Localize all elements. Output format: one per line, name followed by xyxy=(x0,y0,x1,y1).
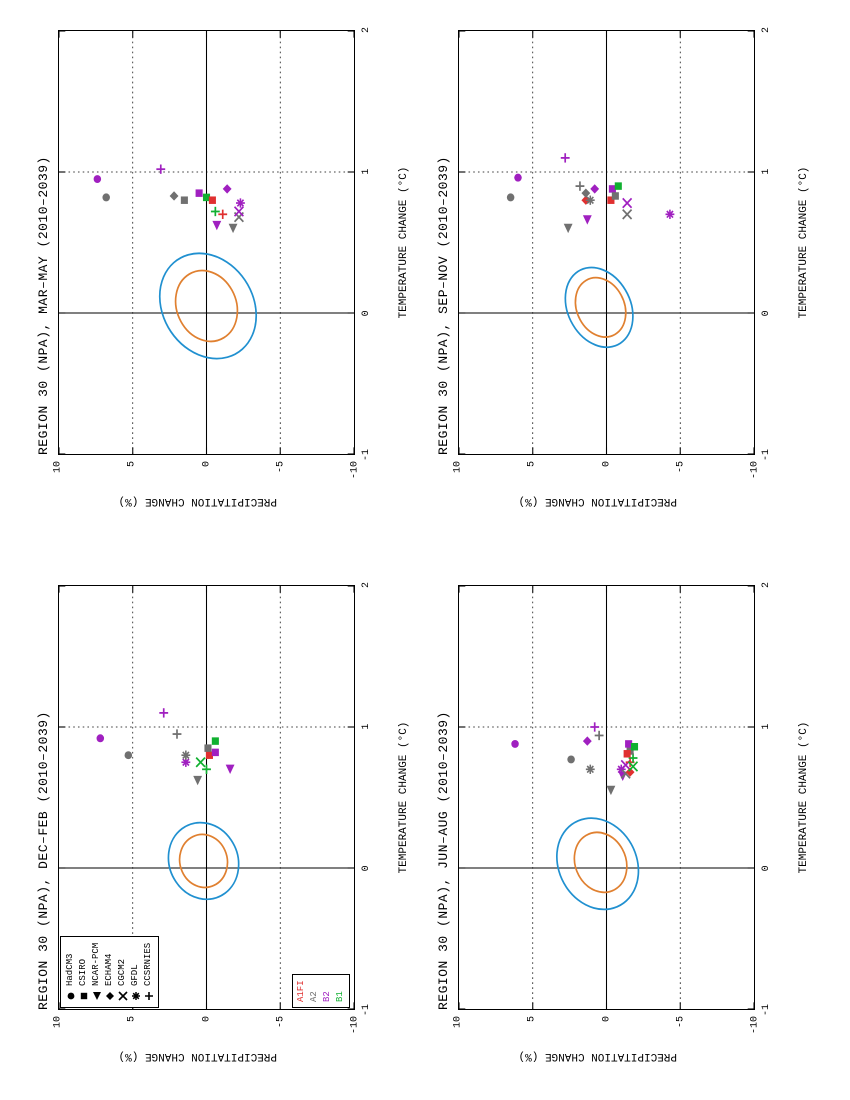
chart-grid: REGION 30 (NPA), DEC–FEB (2010–2039) PRE… xyxy=(0,0,850,1100)
xtick-label: 1 xyxy=(761,724,772,730)
ytick-label: -10 xyxy=(350,1016,361,1046)
rotated-container: REGION 30 (NPA), DEC–FEB (2010–2039) PRE… xyxy=(0,250,850,1100)
ytick-label: -5 xyxy=(675,461,686,491)
ytick-label: 0 xyxy=(601,461,612,491)
legend-row: B1 xyxy=(334,980,347,1002)
xtick-label: 1 xyxy=(361,724,372,730)
scatter-panel: REGION 30 (NPA), DEC–FEB (2010–2039) PRE… xyxy=(40,575,410,1080)
legend-row: NCAR-PCM xyxy=(90,943,103,1003)
legend-label: B1 xyxy=(334,991,347,1002)
x-axis-label: TEMPERATURE CHANGE (°C) xyxy=(398,20,410,525)
xtick-label: -1 xyxy=(761,1004,772,1016)
legend-label: CSIRO xyxy=(77,959,90,986)
ytick-label: 5 xyxy=(127,461,138,491)
legend-row: HadCM3 xyxy=(64,943,77,1003)
x-axis-label: TEMPERATURE CHANGE (°C) xyxy=(398,575,410,1080)
legend-scenarios: A1FIA2B2B1 xyxy=(292,974,350,1008)
xtick-label: 0 xyxy=(761,310,772,316)
xtick-label: 2 xyxy=(761,582,772,588)
ytick-label: 0 xyxy=(201,461,212,491)
legend-label: ECHAM4 xyxy=(103,954,116,986)
legend-label: CGCM2 xyxy=(116,959,129,986)
ytick-label: 5 xyxy=(527,1016,538,1046)
legend-label: NCAR-PCM xyxy=(90,943,103,986)
legend-row: ECHAM4 xyxy=(103,943,116,1003)
plot-area xyxy=(58,30,355,455)
ytick-label: -5 xyxy=(675,1016,686,1046)
legend-row: CGCM2 xyxy=(116,943,129,1003)
ytick-label: -10 xyxy=(350,461,361,491)
panel-title: REGION 30 (NPA), JUN–AUG (2010–2039) xyxy=(436,711,451,1010)
plot-area xyxy=(458,30,755,455)
ytick-label: 10 xyxy=(453,461,464,491)
scatter-panel: REGION 30 (NPA), SEP–NOV (2010–2039) PRE… xyxy=(440,20,810,525)
panel-title: REGION 30 (NPA), SEP–NOV (2010–2039) xyxy=(436,156,451,455)
panel-title: REGION 30 (NPA), MAR–MAY (2010–2039) xyxy=(36,156,51,455)
x-axis-label: TEMPERATURE CHANGE (°C) xyxy=(798,575,810,1080)
legend-label: HadCM3 xyxy=(64,954,77,986)
y-axis-label: PRECIPITATION CHANGE (%) xyxy=(40,1050,355,1062)
xtick-label: 1 xyxy=(761,169,772,175)
ytick-label: -10 xyxy=(750,461,761,491)
xtick-label: 0 xyxy=(361,865,372,871)
legend-label: GFDL xyxy=(129,964,142,986)
x-axis-label: TEMPERATURE CHANGE (°C) xyxy=(798,20,810,525)
legend-models: HadCM3CSIRONCAR-PCMECHAM4CGCM2GFDLCCSRNI… xyxy=(60,936,159,1008)
ytick-label: -5 xyxy=(275,1016,286,1046)
ytick-label: -10 xyxy=(750,1016,761,1046)
ytick-label: 10 xyxy=(53,1016,64,1046)
legend-row: CSIRO xyxy=(77,943,90,1003)
ytick-label: 0 xyxy=(601,1016,612,1046)
xtick-label: -1 xyxy=(361,1004,372,1016)
ytick-label: 0 xyxy=(201,1016,212,1046)
legend-label: CCSRNIES xyxy=(142,943,155,986)
y-axis-label: PRECIPITATION CHANGE (%) xyxy=(440,495,755,507)
legend-row: GFDL xyxy=(129,943,142,1003)
ytick-label: 5 xyxy=(127,1016,138,1046)
xtick-label: -1 xyxy=(361,449,372,461)
legend-row: B2 xyxy=(321,980,334,1002)
xtick-label: 0 xyxy=(761,865,772,871)
xtick-label: 2 xyxy=(361,27,372,33)
xtick-label: 2 xyxy=(361,582,372,588)
y-axis-label: PRECIPITATION CHANGE (%) xyxy=(40,495,355,507)
ytick-label: 5 xyxy=(527,461,538,491)
legend-label: B2 xyxy=(321,991,334,1002)
plot-area xyxy=(458,585,755,1010)
legend-row: CCSRNIES xyxy=(142,943,155,1003)
panel-title: REGION 30 (NPA), DEC–FEB (2010–2039) xyxy=(36,711,51,1010)
legend-label: A1FI xyxy=(295,980,308,1002)
ytick-label: 10 xyxy=(453,1016,464,1046)
xtick-label: -1 xyxy=(761,449,772,461)
xtick-label: 2 xyxy=(761,27,772,33)
xtick-label: 0 xyxy=(361,310,372,316)
y-axis-label: PRECIPITATION CHANGE (%) xyxy=(440,1050,755,1062)
legend-label: A2 xyxy=(308,991,321,1002)
scatter-panel: REGION 30 (NPA), JUN–AUG (2010–2039) PRE… xyxy=(440,575,810,1080)
xtick-label: 1 xyxy=(361,169,372,175)
scatter-panel: REGION 30 (NPA), MAR–MAY (2010–2039) PRE… xyxy=(40,20,410,525)
ytick-label: 10 xyxy=(53,461,64,491)
legend-row: A1FI xyxy=(295,980,308,1002)
ytick-label: -5 xyxy=(275,461,286,491)
legend-row: A2 xyxy=(308,980,321,1002)
